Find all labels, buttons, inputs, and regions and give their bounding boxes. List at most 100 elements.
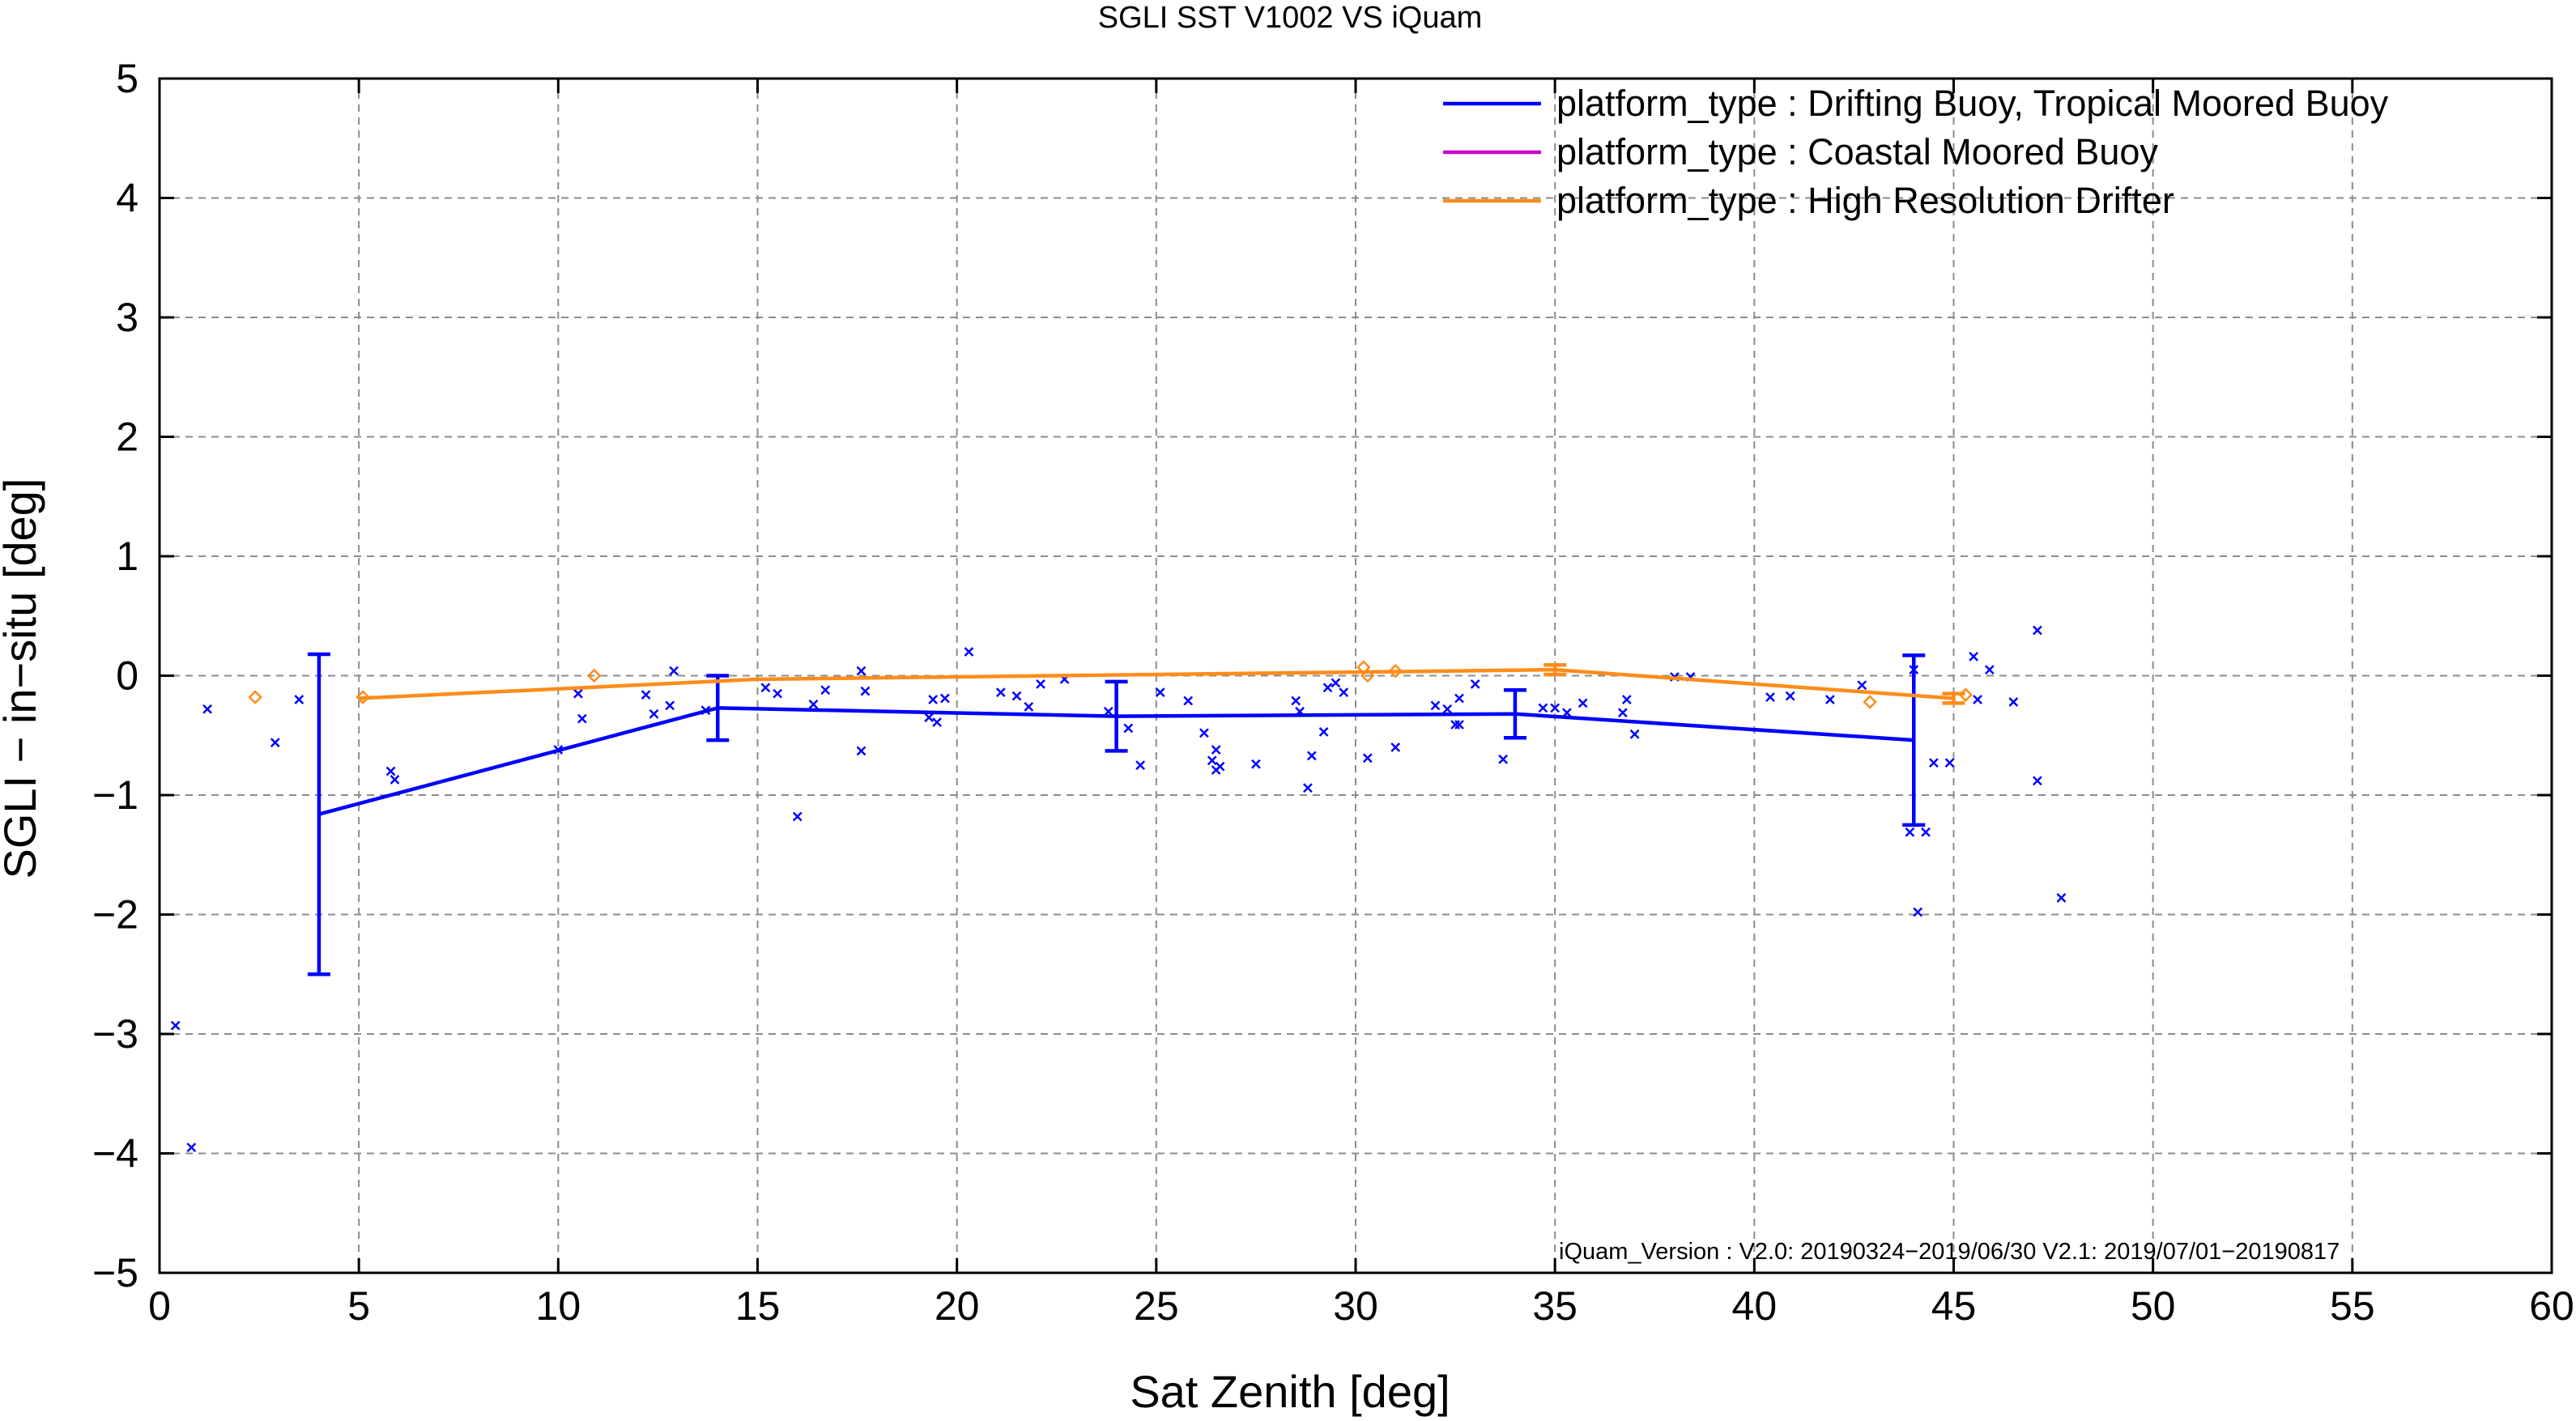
data-point <box>1123 723 1134 734</box>
data-point <box>1984 665 1995 675</box>
legend: platform_type : Drifting Buoy, Tropical … <box>1443 83 2389 221</box>
legend-label: platform_type : High Resolution Drifter <box>1556 180 2174 221</box>
error-bar <box>1942 691 1965 705</box>
data-point <box>1498 754 1509 764</box>
data-point <box>649 708 659 719</box>
data-point <box>1388 663 1403 679</box>
y-tick-label: 4 <box>116 176 138 221</box>
y-tick-label: 1 <box>116 534 138 579</box>
series-group <box>170 625 2067 1153</box>
data-point <box>2033 776 2042 786</box>
y-tick-label: −4 <box>92 1131 138 1176</box>
data-point <box>1183 696 1194 706</box>
x-tick-label: 60 <box>2529 1283 2574 1329</box>
data-point <box>1036 679 1045 689</box>
y-tick-label: 5 <box>116 56 138 101</box>
data-point <box>1291 696 1301 706</box>
x-tick-label: 0 <box>148 1283 171 1329</box>
data-point <box>808 700 819 709</box>
x-tick-label: 30 <box>1333 1283 1378 1329</box>
data-point <box>1969 652 1979 662</box>
data-point <box>1306 751 1317 761</box>
series-group <box>248 660 1974 709</box>
data-point <box>385 766 396 776</box>
data-point <box>1617 708 1628 718</box>
data-point <box>1135 760 1146 771</box>
data-point <box>1331 678 1341 688</box>
y-tick-label: −1 <box>92 772 138 818</box>
data-point <box>1339 687 1349 698</box>
data-point <box>1857 680 1867 691</box>
data-point <box>669 666 679 676</box>
data-point <box>248 690 262 704</box>
data-point <box>860 686 871 696</box>
data-point <box>1024 701 1034 712</box>
y-tick-label: −5 <box>92 1250 138 1295</box>
chart-title: SGLI SST V1002 VS iQuam <box>1098 1 1483 35</box>
data-point <box>1550 703 1561 713</box>
error-bar <box>706 674 730 742</box>
legend-label: platform_type : Coastal Moored Buoy <box>1556 131 2158 172</box>
data-point <box>1442 704 1453 714</box>
x-tick-label: 15 <box>735 1283 781 1329</box>
data-point <box>1785 691 1795 701</box>
y-tick-label: 2 <box>116 415 138 460</box>
data-point <box>940 693 950 704</box>
y-axis-label: SGLI − in−situ [deg] <box>0 479 45 879</box>
y-tick-label: 3 <box>116 295 138 340</box>
data-point <box>586 668 602 683</box>
data-point <box>1863 695 1877 709</box>
series <box>170 625 2067 1153</box>
mean-line <box>359 667 1954 700</box>
data-point <box>390 774 400 785</box>
data-point <box>1578 698 1588 708</box>
data-point <box>1470 679 1480 689</box>
data-point <box>932 717 942 727</box>
x-tick-label: 45 <box>1931 1283 1977 1329</box>
x-axis-label: Sat Zenith [deg] <box>1130 1366 1450 1417</box>
data-point <box>1362 753 1373 764</box>
data-point <box>792 811 803 822</box>
data-point <box>1211 745 1221 755</box>
data-point <box>1155 687 1165 698</box>
data-point <box>1629 729 1640 739</box>
y-tick-label: 0 <box>116 653 138 699</box>
data-point <box>1973 695 1982 704</box>
legend-label: platform_type : Drifting Buoy, Tropical … <box>1556 83 2389 124</box>
error-bar <box>1543 662 1567 677</box>
data-point <box>1765 692 1775 702</box>
error-bar <box>307 652 330 976</box>
x-tick-label: 5 <box>347 1283 370 1329</box>
data-point <box>1921 827 1931 837</box>
x-tick-label: 40 <box>1732 1283 1778 1329</box>
data-point <box>856 666 866 676</box>
data-point <box>856 746 866 756</box>
data-point <box>1454 693 1464 704</box>
data-point <box>1454 720 1464 730</box>
x-tick-label: 55 <box>2330 1283 2375 1329</box>
data-point <box>665 700 675 711</box>
data-point <box>1251 759 1261 769</box>
data-point <box>573 688 583 699</box>
y-tick-label: −3 <box>92 1011 138 1057</box>
error-bar <box>1902 653 1926 827</box>
x-tick-label: 25 <box>1134 1283 1179 1329</box>
y-tick-label: −2 <box>92 892 138 938</box>
data-point <box>170 1020 181 1031</box>
data-point <box>1824 695 1835 704</box>
data-point <box>995 687 1006 698</box>
data-point <box>820 685 831 696</box>
data-point <box>1215 761 1225 772</box>
data-point <box>928 695 939 704</box>
data-point <box>2008 697 2019 707</box>
data-point <box>202 704 212 714</box>
data-point <box>1199 728 1209 738</box>
data-point <box>641 690 651 700</box>
x-tick-label: 10 <box>536 1283 581 1329</box>
data-point <box>1538 703 1548 713</box>
data-point <box>1621 695 1632 704</box>
data-point <box>1207 755 1217 766</box>
data-point <box>2033 625 2042 636</box>
